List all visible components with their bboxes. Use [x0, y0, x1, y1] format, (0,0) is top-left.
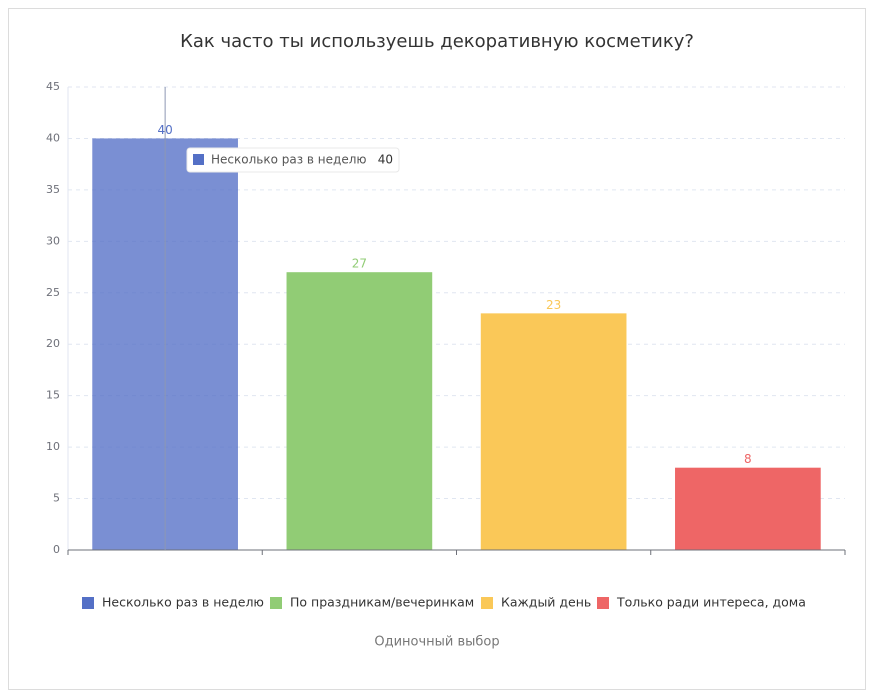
tooltip-box — [186, 147, 400, 173]
tooltip-value: 40 — [378, 153, 393, 167]
tooltip-swatch — [193, 154, 204, 165]
bar — [286, 272, 433, 550]
y-tick-label: 25 — [46, 286, 60, 299]
y-tick-label: 45 — [46, 80, 60, 93]
legend-swatch — [481, 597, 493, 609]
tooltip: Несколько раз в неделю 40 — [186, 147, 400, 173]
bar — [480, 313, 627, 550]
bar — [675, 467, 821, 550]
legend-swatch — [597, 597, 609, 609]
chart-note: Одиночный выбор — [374, 635, 499, 650]
value-label: 8 — [744, 452, 752, 466]
legend-label: Каждый день — [501, 595, 591, 610]
y-tick-label: 5 — [53, 492, 60, 505]
legend-swatch — [82, 597, 94, 609]
legend-label: Несколько раз в неделю — [102, 595, 264, 610]
legend-label: Только ради интереса, дома — [616, 595, 806, 610]
y-tick-label: 35 — [46, 183, 60, 196]
y-tick-label: 30 — [46, 234, 60, 247]
y-tick-label: 0 — [53, 543, 60, 556]
value-label: 23 — [546, 298, 561, 312]
y-tick-label: 10 — [46, 440, 60, 453]
y-tick-label: 40 — [46, 131, 60, 144]
chart-title: Как часто ты используешь декоративную ко… — [180, 31, 694, 52]
y-tick-label: 20 — [46, 337, 60, 350]
legend-label: По праздникам/вечеринкам — [290, 595, 474, 610]
value-label: 27 — [352, 257, 367, 271]
y-tick-label: 15 — [46, 389, 60, 402]
legend-swatch — [270, 597, 282, 609]
tooltip-label: Несколько раз в неделю — [211, 153, 366, 167]
